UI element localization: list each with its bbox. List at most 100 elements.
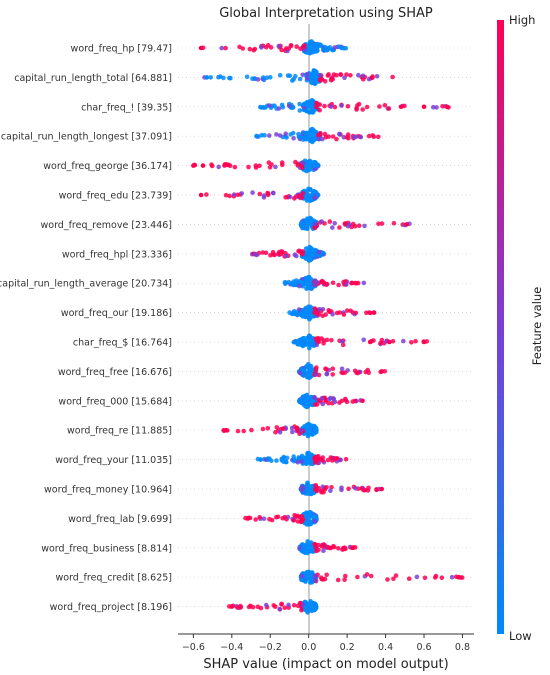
shap-point: [265, 192, 271, 198]
shap-point: [414, 574, 420, 580]
shap-point: [335, 456, 340, 461]
shap-point: [295, 460, 301, 465]
shap-point: [306, 421, 312, 427]
shap-point: [297, 342, 302, 347]
shap-point: [331, 72, 337, 77]
shap-point: [301, 130, 307, 136]
shap-point: [297, 283, 302, 289]
shap-point: [307, 167, 312, 173]
shap-outlier-point: [350, 545, 356, 551]
shap-point: [291, 136, 296, 141]
shap-point: [339, 103, 344, 108]
shap-point: [332, 104, 338, 110]
shap-point: [299, 428, 304, 433]
shap-point: [312, 163, 317, 169]
shap-point: [440, 104, 445, 109]
shap-point: [292, 512, 297, 518]
shap-point: [287, 194, 293, 200]
shap-point: [240, 46, 246, 51]
shap-point: [288, 43, 294, 48]
shap-point: [311, 136, 317, 142]
shap-point: [323, 46, 328, 52]
shap-point: [320, 401, 326, 407]
shap-point: [309, 399, 315, 405]
x-tick-label: 0.8: [455, 642, 470, 653]
shap-point: [235, 192, 240, 198]
shap-point: [342, 221, 348, 226]
shap-point: [305, 482, 311, 488]
shap-point: [216, 74, 221, 80]
shap-point: [264, 602, 269, 608]
shap-point: [391, 221, 397, 226]
shap-point: [279, 47, 285, 53]
shap-point: [312, 395, 317, 400]
shap-point: [324, 572, 330, 578]
shap-point: [304, 281, 309, 287]
feature-label: char_freq_! [39.35]: [81, 102, 172, 113]
shap-point: [401, 338, 406, 344]
shap-point: [249, 427, 254, 433]
shap-point: [312, 282, 318, 288]
shap-point: [299, 459, 304, 464]
shap-point: [313, 486, 318, 492]
shap-point: [345, 132, 351, 137]
colorbar-high-label: High: [509, 13, 535, 27]
shap-point: [413, 338, 418, 344]
shap-point: [322, 103, 327, 109]
shap-point: [342, 75, 347, 81]
shap-point: [368, 573, 374, 579]
shap-point: [342, 577, 347, 583]
shap-point: [311, 128, 317, 133]
shap-point: [267, 456, 272, 462]
shap-point: [317, 107, 323, 113]
shap-point: [332, 221, 338, 226]
shap-point: [304, 163, 309, 169]
shap-point: [422, 575, 428, 581]
shap-point: [294, 253, 299, 259]
shap-point: [253, 517, 258, 522]
shap-point: [364, 572, 370, 577]
shap-point: [304, 226, 310, 231]
shap-point: [322, 576, 328, 582]
shap-point: [316, 136, 322, 142]
feature-label: word_freq_free [16.676]: [58, 367, 172, 378]
shap-point: [279, 458, 285, 463]
chart-title: Global Interpretation using SHAP: [219, 6, 433, 21]
shap-point: [297, 370, 303, 376]
shap-point: [348, 73, 353, 78]
shap-outlier-point: [398, 104, 404, 110]
shap-point: [361, 280, 367, 286]
shap-point: [284, 135, 289, 140]
shap-point: [290, 105, 296, 110]
shap-point: [334, 136, 339, 142]
shap-point: [406, 576, 412, 581]
shap-outlier-point: [404, 222, 410, 227]
feature-label: capital_run_length_total [64.881]: [14, 73, 172, 84]
shap-point: [376, 221, 381, 227]
shap-point: [360, 107, 366, 112]
feature-label: char_freq_$ [16.764]: [73, 338, 172, 349]
shap-point: [330, 76, 336, 82]
shap-point: [252, 46, 258, 52]
shap-point: [449, 574, 455, 580]
shap-point: [353, 486, 358, 491]
shap-point: [307, 244, 312, 250]
shap-point: [223, 45, 228, 51]
shap-point: [322, 79, 328, 84]
shap-point: [324, 337, 330, 343]
shap-point: [312, 518, 318, 524]
shap-point: [306, 217, 312, 223]
shap-point: [316, 249, 322, 255]
shap-point: [300, 336, 306, 341]
shap-point: [306, 196, 312, 202]
shap-point: [300, 284, 306, 289]
feature-label: word_freq_credit [8.625]: [55, 573, 172, 584]
shap-point: [342, 370, 348, 375]
shap-point: [342, 396, 348, 402]
shap-point: [302, 47, 307, 53]
shap-point: [312, 247, 318, 253]
shap-point: [282, 605, 288, 610]
shap-point: [330, 134, 336, 139]
shap-point: [341, 312, 347, 317]
shap-point: [265, 426, 271, 431]
